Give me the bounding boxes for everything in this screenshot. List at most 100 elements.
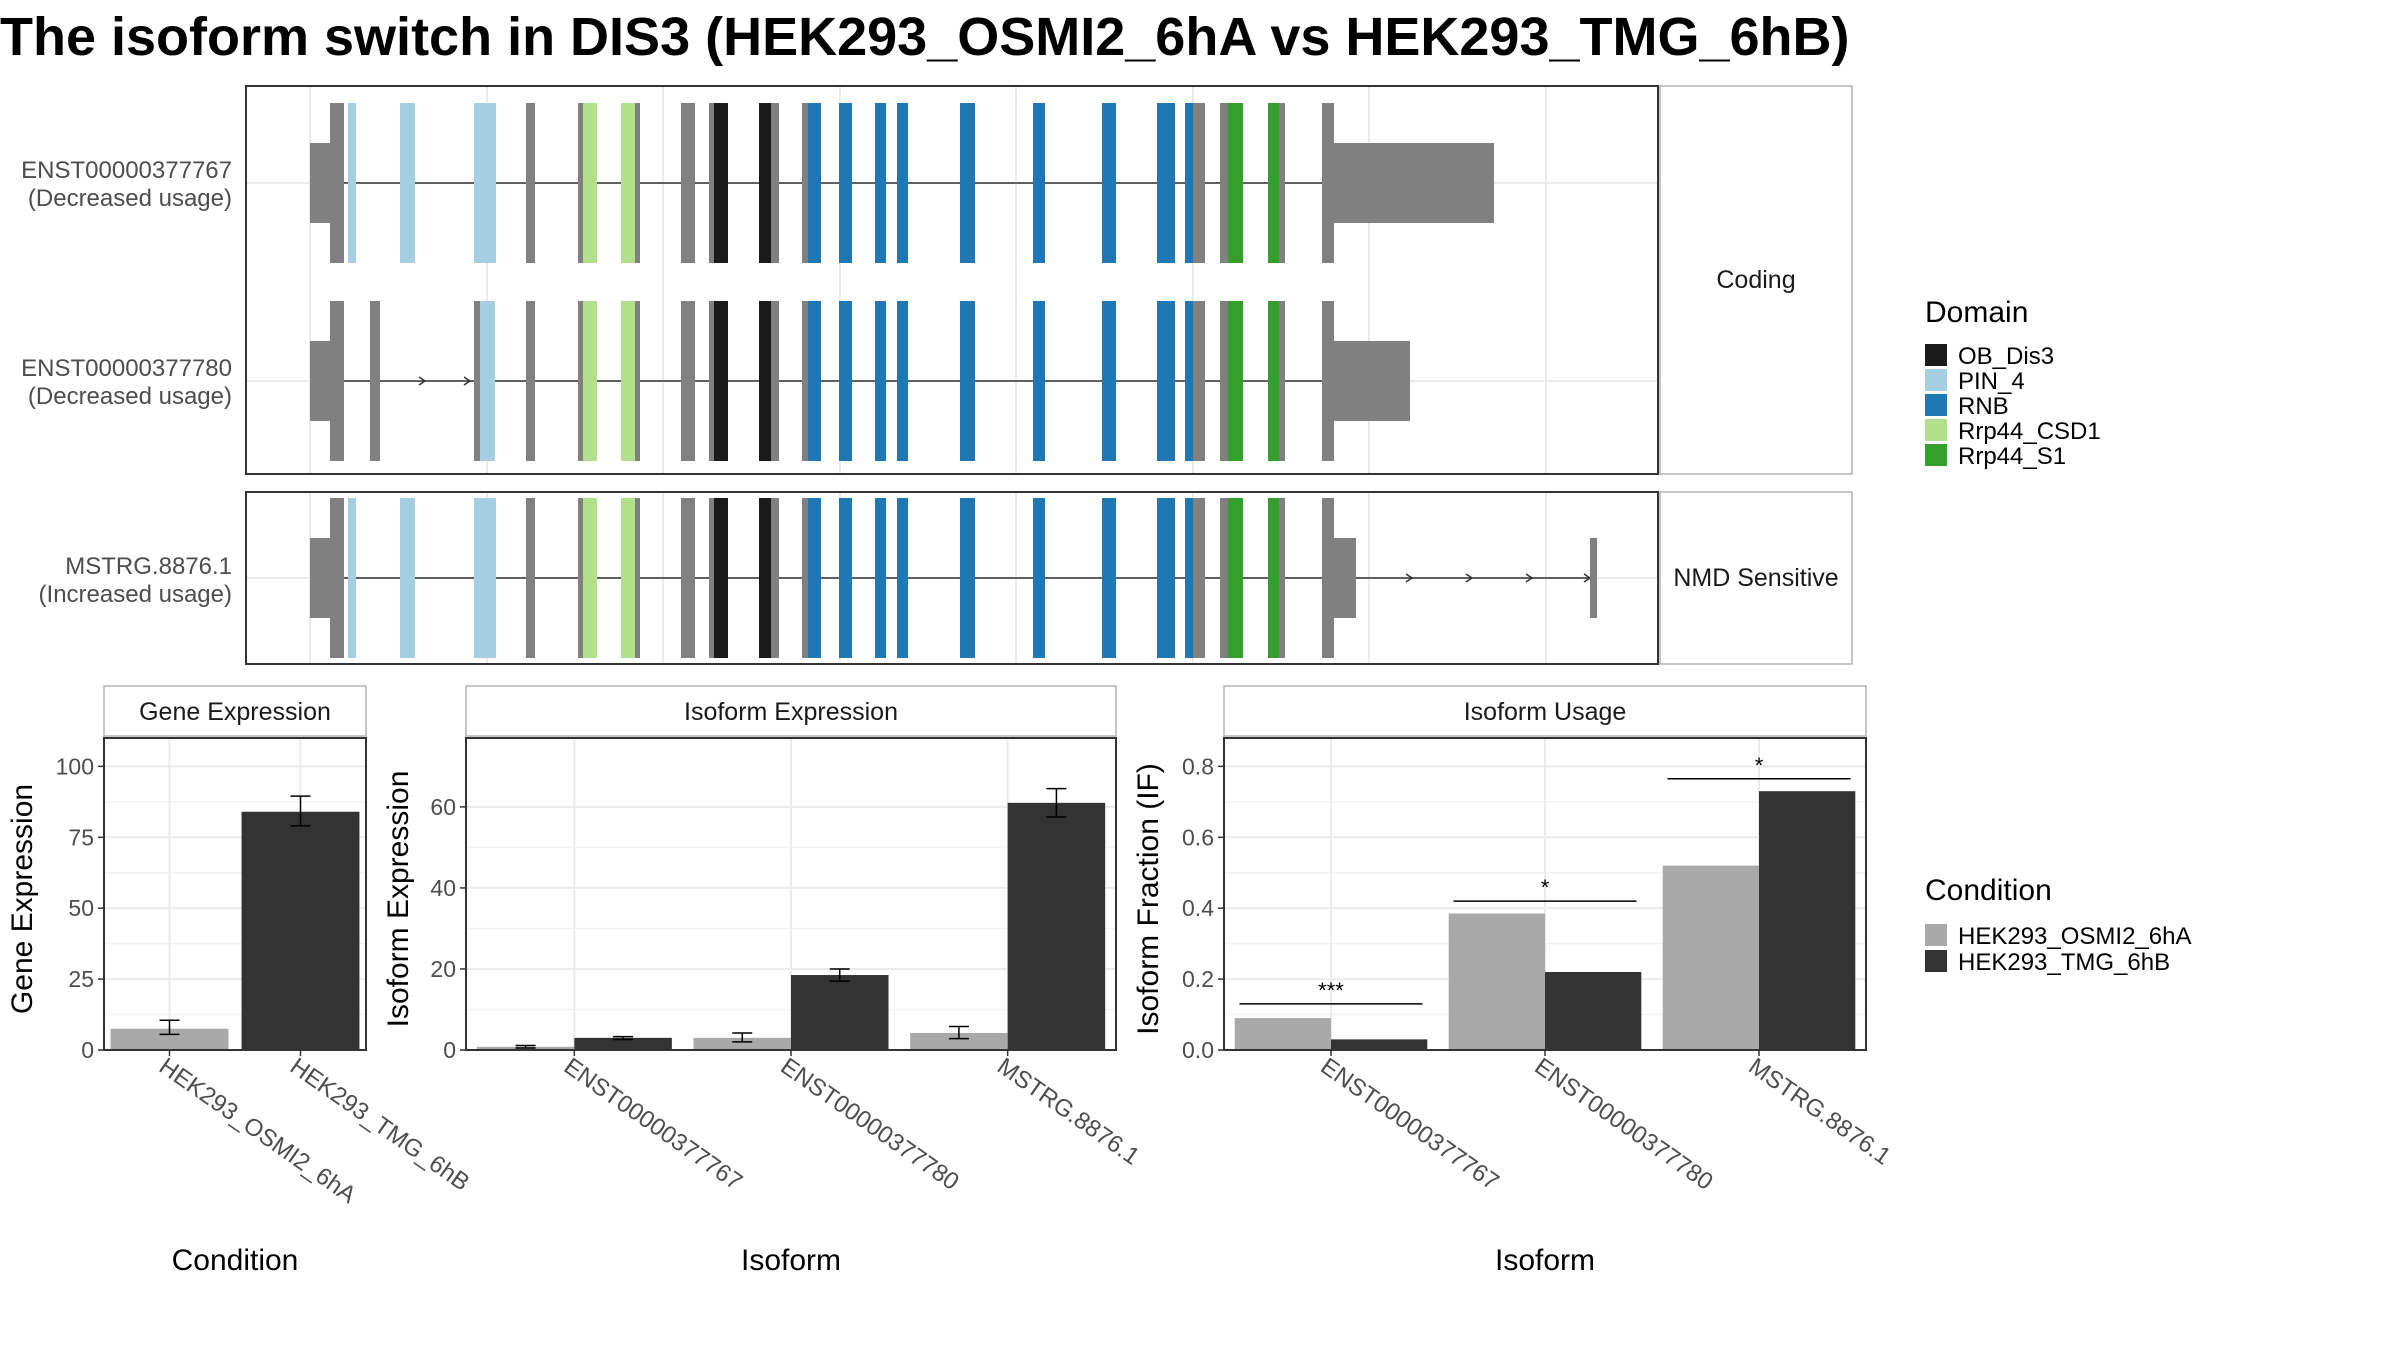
exon [1033,498,1045,658]
exon-3prime [1334,341,1410,421]
utr-5 [310,341,330,421]
exon [1268,103,1279,263]
exon [808,301,821,461]
y-tick-label: 0.0 [1182,1037,1214,1063]
y-tick-label: 100 [56,753,94,779]
transcript-label-2-usage: (Increased usage) [39,581,232,608]
bar [241,811,360,1050]
exon [771,301,779,461]
isoform-usage-xlabel: Isoform [1495,1244,1595,1277]
exon [474,301,480,461]
bar [1662,865,1759,1050]
transcript-label-1-id: ENST00000377780 [21,355,232,382]
exon [714,103,728,263]
y-tick-label: 0.6 [1182,824,1214,850]
transcript-MSTRG.8876.1 [310,498,1597,658]
significance-label: * [1541,875,1550,900]
bar [1331,1039,1428,1050]
exon [1033,103,1045,263]
legend-swatch-Rrp44_CSD1 [1925,419,1947,441]
exon [1185,301,1193,461]
y-tick-label: 75 [68,824,94,850]
legend-label-Rrp44_S1: Rrp44_S1 [1958,443,2066,470]
bar [1759,791,1856,1050]
exon [578,103,583,263]
exon [578,498,583,658]
exon [714,301,728,461]
exon [808,103,821,263]
x-tick-label: ENST00000377767 [1316,1053,1504,1196]
legend-label-OB_Dis3: OB_Dis3 [1958,343,2054,370]
intron-arrow [418,376,427,386]
exon [578,301,583,461]
intron-arrow [463,376,472,386]
exon [526,301,535,461]
gene-expression-strip [103,685,367,737]
exon [1279,301,1285,461]
exon-first [330,498,344,658]
exon [1228,498,1243,658]
transcript-label-0-usage: (Decreased usage) [28,185,232,212]
exon [681,301,695,461]
gene-expression-strip-title: Gene Expression [139,698,331,726]
y-tick-label: 20 [430,956,456,982]
exon [875,301,886,461]
exon-first [330,301,344,461]
intron-arrow [1405,573,1414,583]
gene-expression-ylabel: Gene Expression [6,784,39,1014]
x-tick-label: MSTRG.8876.1 [992,1053,1144,1171]
exon [1157,301,1175,461]
exon [400,498,415,658]
y-tick-label: 0 [81,1037,94,1063]
exon [400,103,415,263]
y-tick-label: 0.8 [1182,753,1214,779]
strip-coding-label: Coding [1716,266,1795,294]
exon [1157,103,1175,263]
exon [526,498,535,658]
exon [635,103,640,263]
exon [802,498,808,658]
exon [474,103,496,263]
exon [897,301,908,461]
significance-label: * [1755,753,1764,778]
bar [1545,972,1642,1050]
exon [960,301,975,461]
exon [709,301,714,461]
exon [709,498,714,658]
exon-first [330,103,344,263]
exon [1193,103,1205,263]
exon [960,103,975,263]
exon [771,103,779,263]
isoform-usage-ylabel: Isoform Fraction (IF) [1132,763,1165,1035]
y-tick-label: 40 [430,875,456,901]
exon [348,498,356,658]
structure-panel-nmd [245,491,1659,665]
transcript-label-2-id: MSTRG.8876.1 [65,553,232,580]
legend-label-cond-a: HEK293_OSMI2_6hA [1958,923,2191,950]
exon [759,498,771,658]
intron-arrow [1525,573,1534,583]
exon [635,301,640,461]
exon [714,498,728,658]
exon [1185,103,1193,263]
isoform-expression-strip-title: Isoform Expression [684,698,898,726]
exon [370,301,380,461]
exon [583,301,597,461]
exon [1033,301,1045,461]
exon [1185,498,1193,658]
exon [621,103,635,263]
utr-5 [310,143,330,223]
exon [1220,498,1228,658]
bar [910,1032,1008,1050]
transcript-ENST00000377767 [310,103,1494,263]
exon [681,103,695,263]
exon [480,301,495,461]
plot-border [103,737,367,1051]
exon [897,498,908,658]
page-title: The isoform switch in DIS3 (HEK293_OSMI2… [0,7,1850,67]
legend-label-RNB: RNB [1958,393,2009,420]
exon [1279,498,1285,658]
legend-swatch-Rrp44_S1 [1925,444,1947,466]
gene-expression-xlabel: Condition [172,1244,299,1277]
